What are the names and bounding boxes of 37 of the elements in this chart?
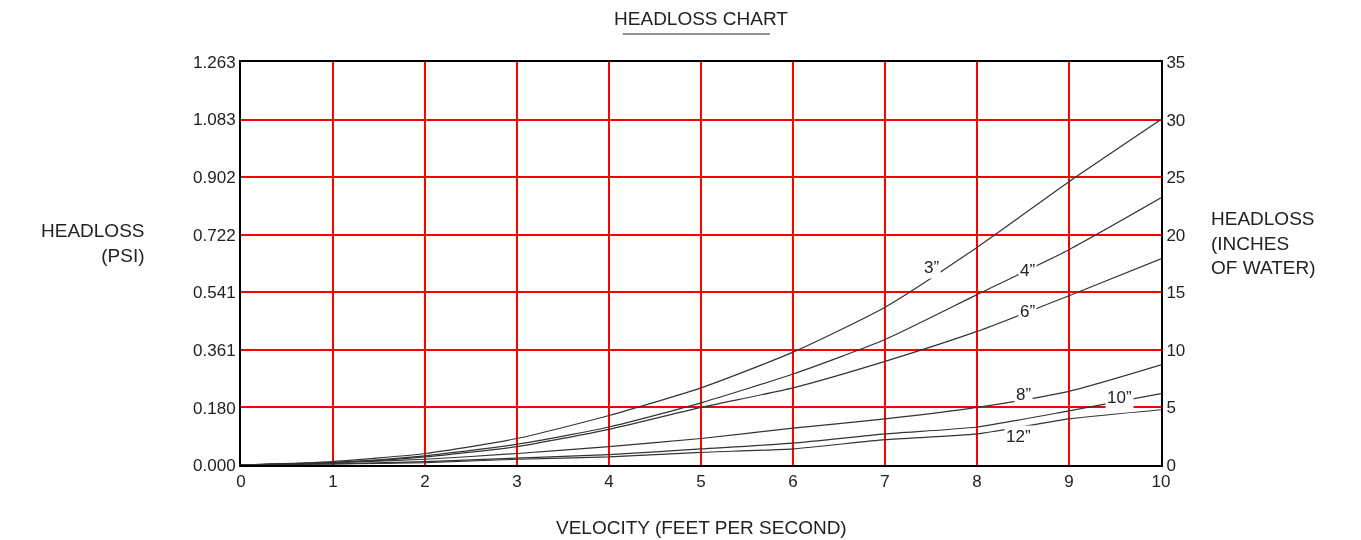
y-axis-title: HEADLOSS (PSI)	[41, 220, 145, 266]
x-tick-label: 9	[1064, 472, 1074, 492]
x-tick-label: 0	[236, 472, 246, 492]
y-tick-label: 0.361	[193, 340, 236, 360]
x-tick-label: 6	[788, 472, 798, 492]
x-tick-label: 10	[1151, 472, 1171, 492]
x-axis-title: VELOCITY (FEET PER SECOND)	[556, 517, 847, 538]
y-tick-label: 0.722	[193, 225, 236, 245]
y2-tick-label: 10	[1166, 340, 1186, 360]
x-tick-label: 4	[604, 472, 614, 492]
y2-tick-label: 5	[1166, 398, 1176, 418]
y-tick-label: 1.083	[193, 110, 236, 130]
x-tick-label: 5	[696, 472, 706, 492]
y-tick-label: 0.541	[193, 283, 236, 303]
y-tick-label: 0.000	[193, 455, 236, 475]
y2-tick-label: 30	[1166, 110, 1186, 130]
y2-tick-label: 35	[1166, 52, 1186, 72]
y2-tick-label: 15	[1166, 283, 1186, 303]
y2-tick-label: 0	[1166, 455, 1176, 475]
annotation: 10”	[1107, 388, 1132, 407]
x-tick-label: 7	[880, 472, 890, 492]
annotation: 6”	[1020, 302, 1036, 321]
chart-title: HEADLOSS CHART	[614, 8, 789, 30]
annotation: 3”	[924, 258, 940, 277]
y-tick-label: 0.902	[193, 168, 236, 188]
annotation: 4”	[1020, 261, 1036, 280]
x-tick-label: 2	[420, 472, 430, 492]
annotation: 12”	[1006, 427, 1031, 446]
y2-tick-label: 20	[1166, 225, 1186, 245]
annotation: 8”	[1016, 385, 1032, 404]
y2-tick-label: 25	[1166, 168, 1186, 188]
x-tick-label: 3	[512, 472, 522, 492]
x-tick-label: 8	[972, 472, 982, 492]
y-tick-label: 0.180	[193, 398, 236, 418]
x-tick-label: 1	[328, 472, 338, 492]
y2-axis-title: HEADLOSS (INCHES OF WATER)	[1211, 208, 1316, 279]
y-tick-label: 1.263	[193, 52, 236, 72]
